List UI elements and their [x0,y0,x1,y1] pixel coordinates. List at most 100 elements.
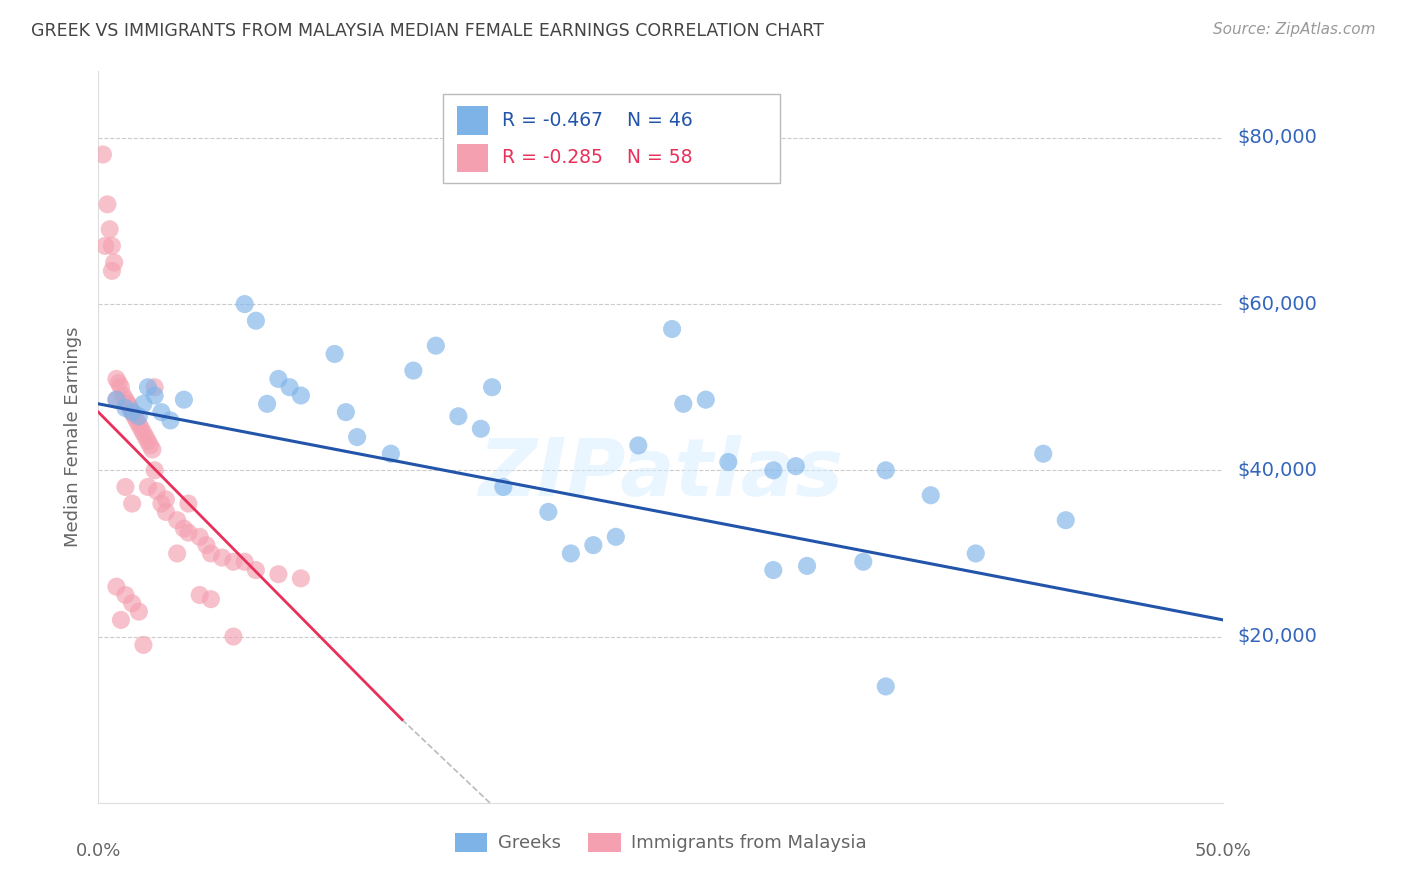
Point [195,538,218,552]
Point [96,197,118,211]
Y-axis label: Median Female Earnings: Median Female Earnings [65,326,83,548]
Point [136,434,159,449]
Point [605,530,627,544]
Point [965,546,987,560]
Point [267,567,290,582]
Point [159,413,181,427]
Point [290,571,312,585]
Point [146,484,169,499]
Point [233,297,256,311]
Point [143,463,166,477]
Point [150,497,173,511]
Point [920,488,942,502]
Point [117,397,139,411]
Point [105,392,128,407]
Point [166,546,188,560]
Point [173,521,195,535]
Point [245,314,267,328]
Point [211,550,233,565]
Point [101,239,124,253]
Point [1054,513,1077,527]
Point [222,630,245,644]
Point [125,413,148,427]
Point [447,409,470,424]
Point [136,480,159,494]
Point [107,376,129,390]
Point [222,555,245,569]
Point [121,497,143,511]
Point [150,405,173,419]
Point [278,380,301,394]
Point [323,347,346,361]
Text: R = -0.467    N = 46: R = -0.467 N = 46 [502,111,693,130]
Point [128,605,150,619]
Point [132,638,155,652]
Text: 50.0%: 50.0% [1195,842,1251,860]
Point [762,563,785,577]
Point [200,592,222,607]
Point [290,388,312,402]
Point [105,392,128,407]
Point [188,530,211,544]
Point [155,492,177,507]
Point [537,505,560,519]
Point [132,425,155,440]
Point [94,239,117,253]
Point [177,525,200,540]
Point [98,222,121,236]
Text: GREEK VS IMMIGRANTS FROM MALAYSIA MEDIAN FEMALE EARNINGS CORRELATION CHART: GREEK VS IMMIGRANTS FROM MALAYSIA MEDIAN… [31,22,824,40]
Point [762,463,785,477]
Point [177,497,200,511]
Point [118,401,141,415]
Point [380,447,402,461]
Text: $80,000: $80,000 [1237,128,1317,147]
Point [695,392,717,407]
Point [112,388,135,402]
Point [121,405,143,419]
Point [121,596,143,610]
Point [114,392,136,407]
Point [661,322,683,336]
Point [129,422,152,436]
Point [470,422,492,436]
Point [582,538,605,552]
Point [121,405,143,419]
Point [672,397,695,411]
Point [117,397,139,411]
Point [346,430,368,444]
Point [124,409,146,424]
Text: $20,000: $20,000 [1237,627,1317,646]
Point [875,463,897,477]
Text: 0.0%: 0.0% [76,842,121,860]
Point [200,546,222,560]
Point [402,363,425,377]
Point [135,430,157,444]
Point [785,459,807,474]
Point [105,372,128,386]
Point [110,613,132,627]
Point [492,480,515,494]
Point [132,397,155,411]
Point [560,546,582,560]
Point [155,505,177,519]
Point [141,442,163,457]
Point [796,558,818,573]
Point [114,401,136,415]
Point [143,380,166,394]
Point [717,455,740,469]
Point [110,380,132,394]
Point [166,513,188,527]
Point [425,338,447,352]
Point [233,555,256,569]
Point [245,563,267,577]
Text: $60,000: $60,000 [1237,294,1317,314]
Point [481,380,503,394]
Point [335,405,357,419]
Point [91,147,114,161]
Point [128,409,150,424]
Point [139,438,162,452]
Point [136,380,159,394]
Point [143,388,166,402]
Point [852,555,875,569]
Text: R = -0.285    N = 58: R = -0.285 N = 58 [502,148,692,168]
